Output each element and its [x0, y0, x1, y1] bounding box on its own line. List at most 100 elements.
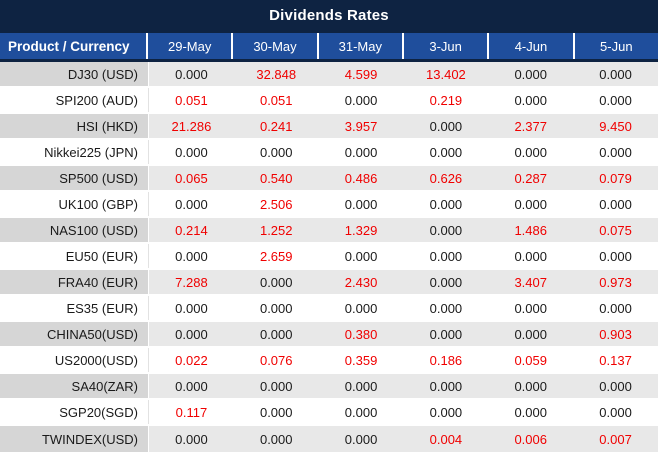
dividend-value-cell: 32.848 [233, 62, 319, 86]
product-label: SA40(ZAR) [0, 374, 149, 398]
dividend-value-cell: 0.540 [233, 166, 319, 190]
dividend-value-cell: 0.000 [488, 244, 574, 268]
dividend-value-cell: 0.000 [403, 192, 489, 216]
table-row: ES35 (EUR) 0.000 0.000 0.000 0.000 0.000 0.00… [0, 296, 658, 322]
dividend-value-cell: 0.000 [573, 374, 658, 398]
dividend-value-cell: 7.288 [149, 270, 234, 294]
dividend-value-cell: 3.407 [488, 270, 574, 294]
dividend-value-cell: 0.000 [488, 400, 574, 424]
dividend-value-cell: 0.000 [403, 296, 489, 320]
product-label: SGP20(SGD) [0, 400, 149, 424]
dividend-value-cell: 0.000 [318, 244, 404, 268]
dividend-value-cell: 0.007 [573, 426, 658, 452]
product-currency-column-header: Product / Currency [0, 33, 148, 59]
dividend-value-cell: 0.000 [149, 244, 234, 268]
product-label: EU50 (EUR) [0, 244, 149, 268]
table-row: SPI200 (AUD) 0.051 0.051 0.000 0.219 0.000 0.… [0, 88, 658, 114]
dividend-value-cell: 0.000 [149, 62, 234, 86]
dividend-value-cell: 1.252 [233, 218, 319, 242]
dividend-value-cell: 0.000 [488, 374, 574, 398]
dividend-value-cell: 0.903 [573, 322, 658, 346]
dividend-value-cell: 0.626 [403, 166, 489, 190]
dividend-value-cell: 0.000 [149, 192, 234, 216]
date-column-header: 31-May [318, 33, 404, 59]
table-row: NAS100 (USD) 0.214 1.252 1.329 0.000 1.486 0.… [0, 218, 658, 244]
product-label: UK100 (GBP) [0, 192, 149, 216]
dividend-value-cell: 0.287 [488, 166, 574, 190]
product-label: Nikkei225 (JPN) [0, 140, 149, 164]
dividend-value-cell: 9.450 [573, 114, 658, 138]
dividend-value-cell: 0.000 [233, 374, 319, 398]
dividend-value-cell: 0.000 [318, 374, 404, 398]
dividend-value-cell: 0.000 [403, 114, 489, 138]
dividend-value-cell: 0.000 [403, 374, 489, 398]
dividend-value-cell: 0.079 [573, 166, 658, 190]
dividend-value-cell: 0.000 [149, 374, 234, 398]
dividend-value-cell: 0.000 [403, 400, 489, 424]
table-title: Dividends Rates [269, 6, 389, 24]
dividend-value-cell: 0.000 [233, 296, 319, 320]
dividend-value-cell: 0.022 [149, 348, 234, 372]
dividend-value-cell: 0.065 [149, 166, 234, 190]
product-label: NAS100 (USD) [0, 218, 149, 242]
dividend-value-cell: 0.059 [488, 348, 574, 372]
table-row: EU50 (EUR) 0.000 2.659 0.000 0.000 0.000 0.00… [0, 244, 658, 270]
table-row: SA40(ZAR) 0.000 0.000 0.000 0.000 0.000 0.000 [0, 374, 658, 400]
table-row: UK100 (GBP) 0.000 2.506 0.000 0.000 0.000 0.0… [0, 192, 658, 218]
dividend-value-cell: 0.000 [488, 88, 574, 112]
table-row: FRA40 (EUR) 7.288 0.000 2.430 0.000 3.407 0.9… [0, 270, 658, 296]
dividend-value-cell: 0.000 [149, 322, 234, 346]
dividend-value-cell: 0.051 [233, 88, 319, 112]
date-column-header: 4-Jun [489, 33, 575, 59]
dividend-value-cell: 0.076 [233, 348, 319, 372]
dividend-value-cell: 0.186 [403, 348, 489, 372]
dividend-value-cell: 0.000 [233, 426, 319, 452]
dividend-value-cell: 0.000 [233, 140, 319, 164]
dividend-value-cell: 0.000 [488, 322, 574, 346]
product-label: DJ30 (USD) [0, 62, 149, 86]
dividend-value-cell: 0.000 [233, 270, 319, 294]
product-label: SP500 (USD) [0, 166, 149, 190]
dividend-value-cell: 0.000 [573, 140, 658, 164]
dividend-value-cell: 0.241 [233, 114, 319, 138]
table-body: DJ30 (USD) 0.000 32.848 4.599 13.402 0.000 0.… [0, 62, 658, 452]
dividend-value-cell: 0.000 [488, 140, 574, 164]
dividend-value-cell: 0.075 [573, 218, 658, 242]
date-column-header: 3-Jun [403, 33, 490, 59]
dividend-value-cell: 0.051 [149, 88, 234, 112]
dividend-value-cell: 0.000 [488, 62, 574, 86]
dividend-value-cell: 0.004 [403, 426, 489, 452]
table-row: CHINA50(USD) 0.000 0.000 0.380 0.000 0.000 0.… [0, 322, 658, 348]
dividend-value-cell: 13.402 [403, 62, 489, 86]
dividend-value-cell: 0.000 [573, 244, 658, 268]
dividend-value-cell: 2.659 [233, 244, 319, 268]
dividend-value-cell: 0.000 [318, 296, 404, 320]
product-label: US2000(USD) [0, 348, 149, 372]
column-header-row: Product / Currency 29-May 30-May 31-May 3-J… [0, 33, 658, 59]
date-column-header: 29-May [148, 33, 234, 59]
dividend-value-cell: 2.377 [488, 114, 574, 138]
dividend-value-cell: 0.359 [318, 348, 404, 372]
dividend-value-cell: 0.380 [318, 322, 404, 346]
dividend-value-cell: 0.000 [403, 244, 489, 268]
table-row: DJ30 (USD) 0.000 32.848 4.599 13.402 0.000 0.… [0, 62, 658, 88]
date-column-header: 5-Jun [574, 33, 658, 59]
dividend-value-cell: 0.000 [488, 192, 574, 216]
dividend-value-cell: 0.973 [573, 270, 658, 294]
dividend-value-cell: 4.599 [318, 62, 404, 86]
dividend-value-cell: 0.486 [318, 166, 404, 190]
dividend-value-cell: 2.506 [233, 192, 319, 216]
table-row: TWINDEX(USD) 0.000 0.000 0.000 0.004 0.006 0.… [0, 426, 658, 452]
table-row: Nikkei225 (JPN) 0.000 0.000 0.000 0.000 0.00… [0, 140, 658, 166]
dividend-value-cell: 0.219 [403, 88, 489, 112]
dividend-value-cell: 3.957 [318, 114, 404, 138]
dividend-value-cell: 0.000 [573, 88, 658, 112]
product-label: HSI (HKD) [0, 114, 149, 138]
table-row: HSI (HKD) 21.286 0.241 3.957 0.000 2.377 9.45… [0, 114, 658, 140]
dividend-value-cell: 0.000 [149, 426, 234, 452]
product-label: ES35 (EUR) [0, 296, 149, 320]
product-label: TWINDEX(USD) [0, 426, 149, 452]
product-label: SPI200 (AUD) [0, 88, 149, 112]
table-row: SP500 (USD) 0.065 0.540 0.486 0.626 0.287 0.0… [0, 166, 658, 192]
